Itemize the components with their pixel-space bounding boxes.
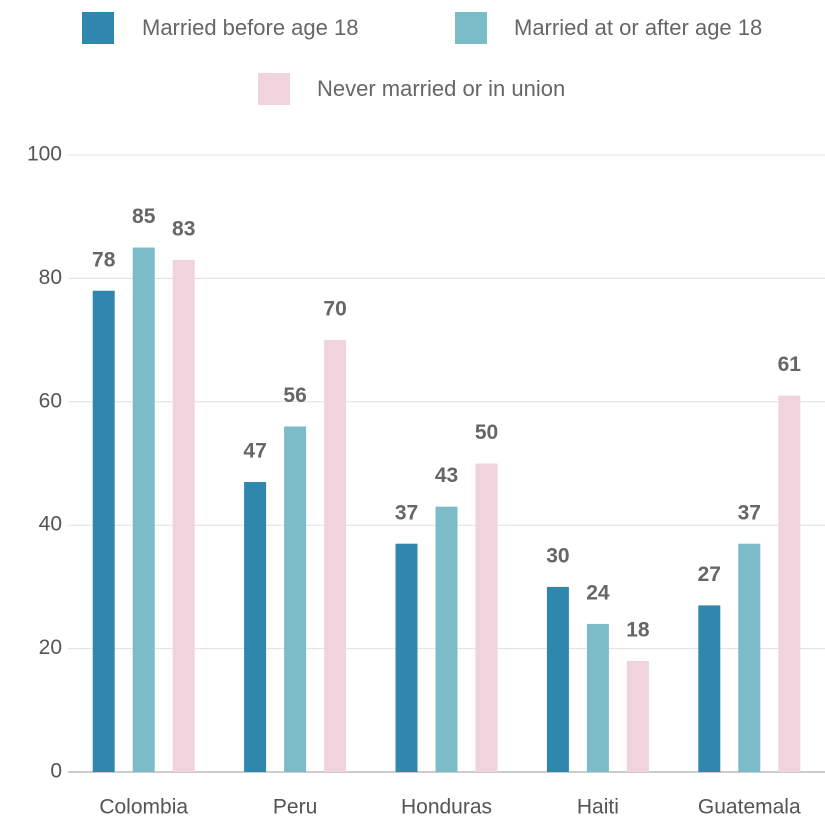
bar bbox=[626, 660, 649, 772]
legend-swatch bbox=[258, 73, 290, 105]
bar bbox=[284, 426, 307, 772]
x-tick-label: Guatemala bbox=[698, 796, 801, 819]
value-label: 37 bbox=[395, 501, 418, 524]
value-label: 78 bbox=[92, 248, 116, 271]
bar bbox=[92, 290, 115, 772]
bar bbox=[132, 247, 155, 773]
value-label: 47 bbox=[243, 440, 266, 463]
x-tick-label: Haiti bbox=[577, 796, 619, 819]
value-label: 83 bbox=[172, 217, 195, 240]
value-label: 18 bbox=[626, 618, 650, 641]
bar bbox=[324, 340, 347, 772]
bar bbox=[698, 605, 721, 772]
y-tick-label: 20 bbox=[39, 636, 62, 659]
y-tick-label: 0 bbox=[50, 760, 62, 783]
value-label: 85 bbox=[132, 205, 156, 228]
value-label: 61 bbox=[778, 353, 802, 376]
x-tick-label: Peru bbox=[273, 796, 317, 819]
value-label: 37 bbox=[738, 501, 761, 524]
legend-label: Never married or in union bbox=[317, 76, 565, 101]
x-tick-label: Honduras bbox=[401, 796, 492, 819]
value-label: 43 bbox=[435, 464, 458, 487]
y-tick-label: 40 bbox=[39, 513, 62, 536]
legend-label: Married at or after age 18 bbox=[514, 15, 762, 40]
bar bbox=[778, 395, 801, 772]
legend-swatch bbox=[455, 12, 487, 44]
bar bbox=[546, 586, 569, 772]
bar bbox=[172, 259, 195, 772]
legend-swatch bbox=[82, 12, 114, 44]
value-label: 50 bbox=[475, 421, 498, 444]
bar bbox=[475, 463, 498, 772]
value-label: 30 bbox=[546, 544, 569, 567]
bar bbox=[738, 543, 761, 772]
bar bbox=[586, 623, 609, 772]
y-tick-label: 60 bbox=[39, 389, 62, 412]
legend-label: Married before age 18 bbox=[142, 15, 358, 40]
x-tick-label: Colombia bbox=[99, 796, 188, 819]
y-tick-label: 80 bbox=[39, 266, 62, 289]
bar bbox=[244, 482, 267, 772]
value-label: 27 bbox=[698, 563, 721, 586]
bar bbox=[395, 543, 418, 772]
value-label: 24 bbox=[586, 581, 610, 604]
value-label: 70 bbox=[323, 298, 346, 321]
bar bbox=[435, 506, 458, 772]
value-label: 56 bbox=[283, 384, 306, 407]
y-tick-label: 100 bbox=[27, 143, 62, 166]
